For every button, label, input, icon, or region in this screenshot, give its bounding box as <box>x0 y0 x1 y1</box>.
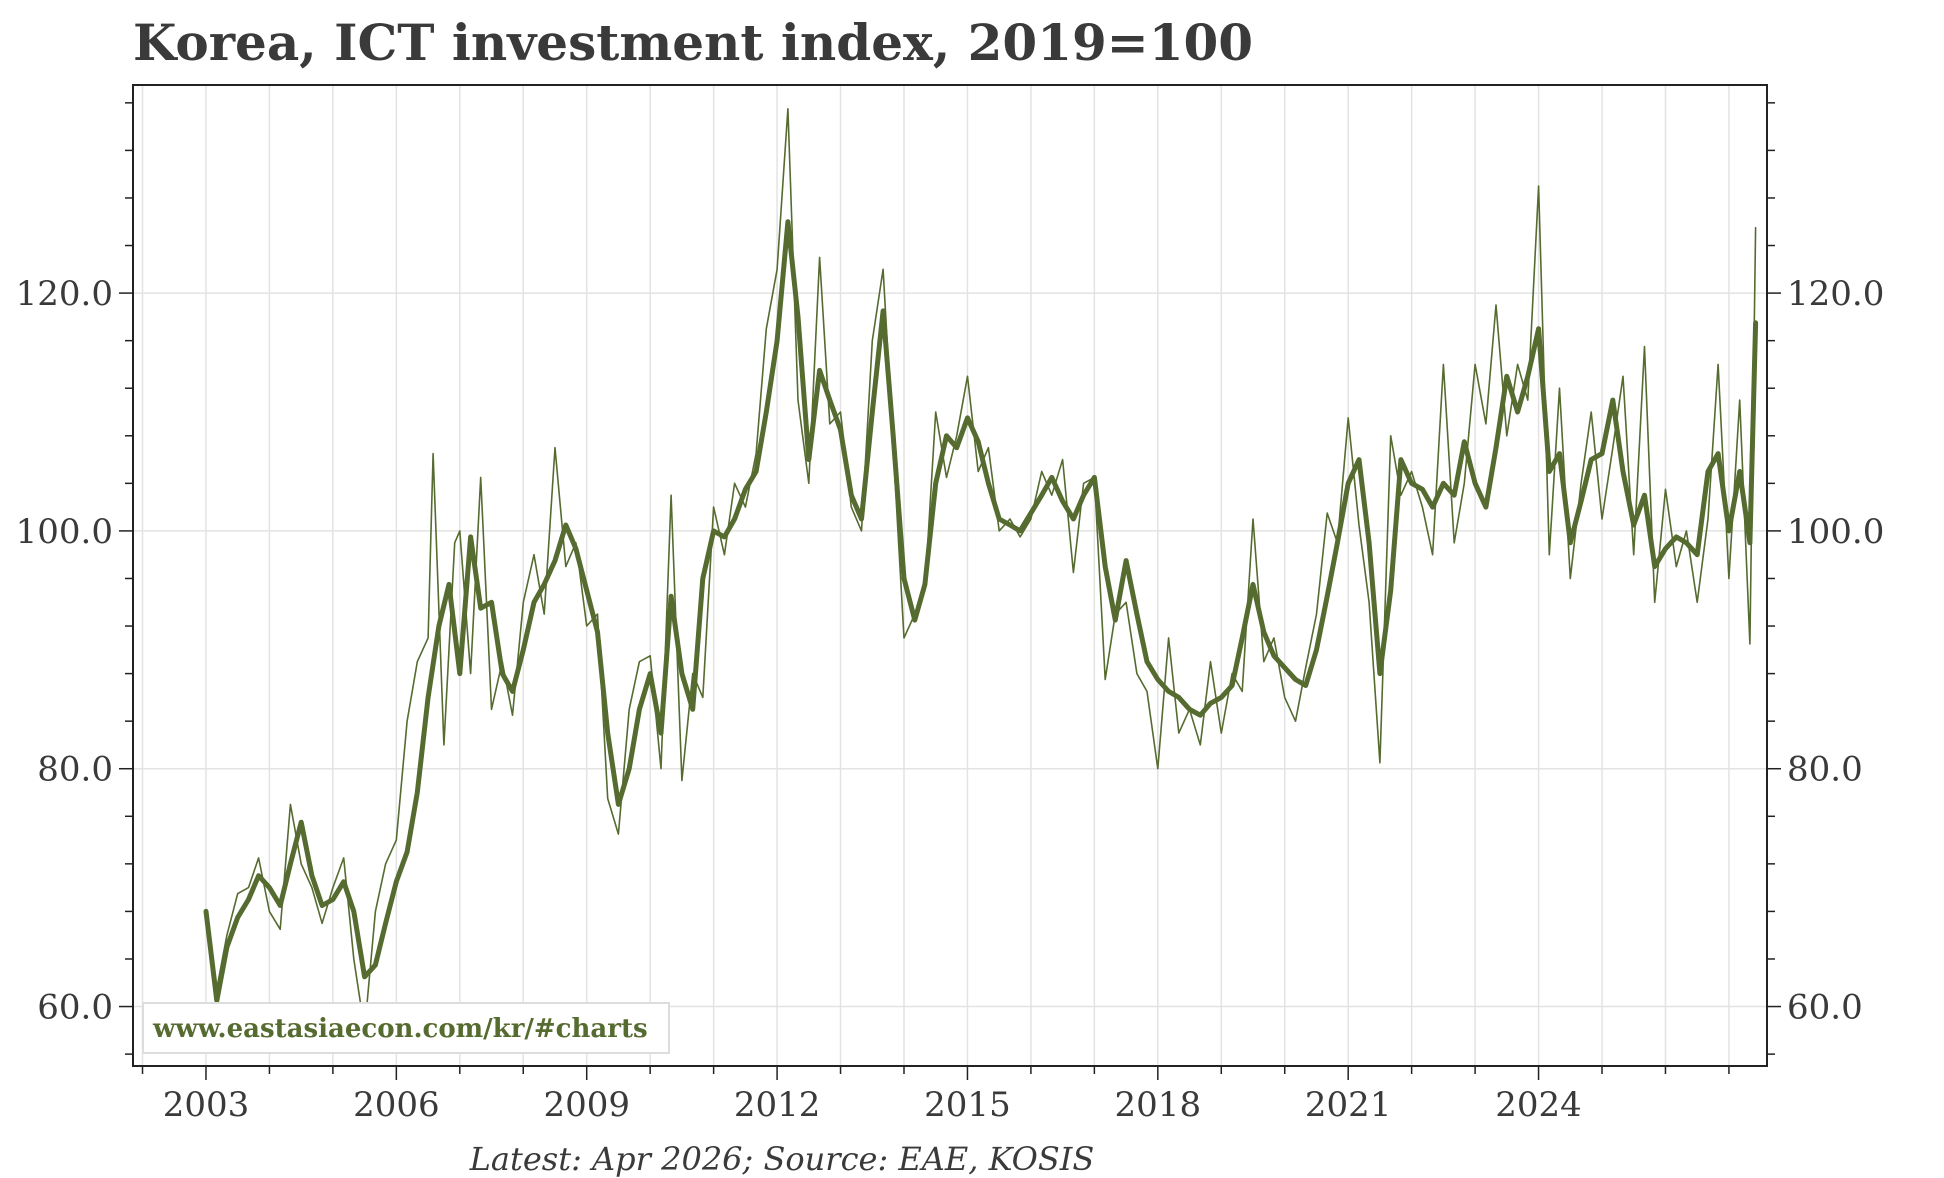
y-tick-label-right: 100.0 <box>1787 512 1884 552</box>
y-axis-tick-labels: 60.0 60.0 80.0 80.0 100.0 100.0 120.0 120.0 <box>16 274 1885 1027</box>
x-tick-label: 2003 <box>163 1085 250 1125</box>
series-lines <box>203 108 1759 1032</box>
grid-lines <box>133 85 1767 1066</box>
y-tick-label-left: 80.0 <box>37 750 113 790</box>
x-tick-label: 2012 <box>734 1085 821 1125</box>
y-tick-label-left: 60.0 <box>37 988 113 1028</box>
watermark-text: www.eastasiaecon.com/kr/#charts <box>152 1014 648 1044</box>
axis-ticks <box>119 102 1781 1080</box>
chart-title: Korea, ICT investment index, 2019=100 <box>133 13 1253 72</box>
watermark-box: www.eastasiaecon.com/kr/#charts <box>142 1002 670 1054</box>
x-tick-label: 2009 <box>543 1085 630 1125</box>
plot-frame <box>132 84 1768 1067</box>
y-tick-label-right: 120.0 <box>1787 274 1884 314</box>
source-note: Latest: Apr 2026; Source: EAE, KOSIS <box>469 1140 1095 1178</box>
series-line-thin <box>205 108 1757 1032</box>
series-line-thick <box>203 219 1759 1004</box>
y-tick-label-left: 120.0 <box>16 274 113 314</box>
x-tick-label: 2018 <box>1115 1085 1202 1125</box>
x-tick-label: 2015 <box>924 1085 1011 1125</box>
x-tick-label: 2006 <box>353 1085 440 1125</box>
y-tick-label-right: 80.0 <box>1787 750 1863 790</box>
y-tick-label-left: 100.0 <box>16 512 113 552</box>
x-axis-tick-labels: 2003 2006 2009 2012 2015 2018 2021 2024 <box>163 1085 1582 1125</box>
y-tick-label-right: 60.0 <box>1787 988 1863 1028</box>
x-tick-label: 2021 <box>1305 1085 1392 1125</box>
x-tick-label: 2024 <box>1495 1085 1582 1125</box>
